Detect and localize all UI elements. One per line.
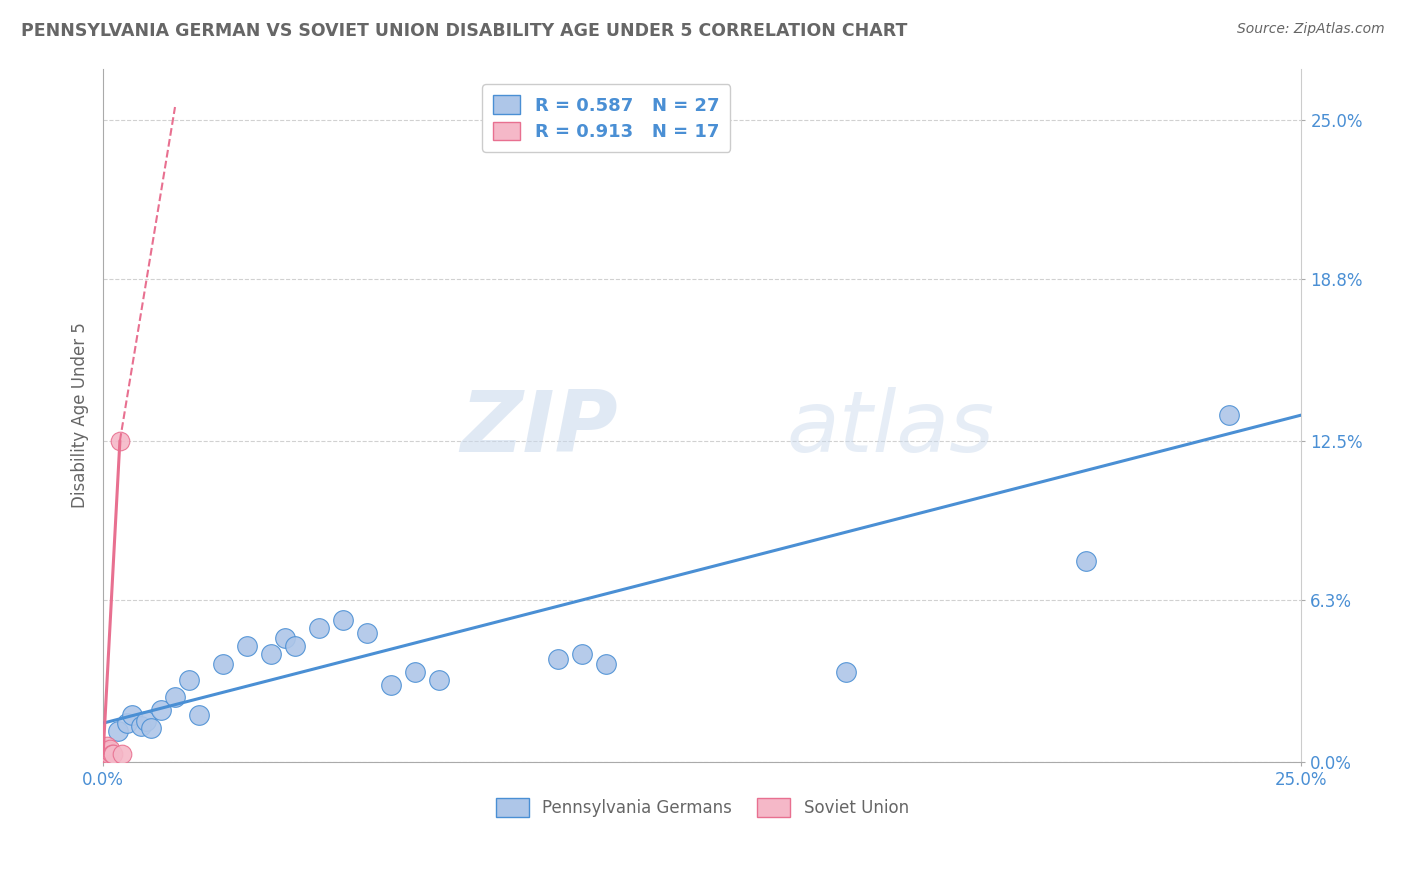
Point <box>163 690 186 705</box>
Point <box>131 719 153 733</box>
Point <box>98 741 121 756</box>
Point <box>94 744 117 758</box>
Point <box>121 708 143 723</box>
Point <box>380 678 402 692</box>
Point <box>100 747 122 761</box>
Point <box>94 747 117 761</box>
Point <box>571 647 593 661</box>
Point <box>107 723 129 738</box>
Point <box>356 626 378 640</box>
Point <box>274 632 297 646</box>
Point <box>96 744 118 758</box>
Point <box>1074 554 1097 568</box>
Text: Source: ZipAtlas.com: Source: ZipAtlas.com <box>1237 22 1385 37</box>
Text: PENNSYLVANIA GERMAN VS SOVIET UNION DISABILITY AGE UNDER 5 CORRELATION CHART: PENNSYLVANIA GERMAN VS SOVIET UNION DISA… <box>21 22 907 40</box>
Y-axis label: Disability Age Under 5: Disability Age Under 5 <box>72 322 89 508</box>
Point <box>135 714 157 728</box>
Point <box>111 747 134 761</box>
Point <box>93 744 115 758</box>
Point <box>149 703 172 717</box>
Point <box>547 652 569 666</box>
Text: ZIP: ZIP <box>461 387 619 470</box>
Point <box>94 741 117 756</box>
Point <box>284 639 307 653</box>
Point <box>260 647 283 661</box>
Point <box>96 739 118 754</box>
Point <box>97 747 120 761</box>
Point <box>212 657 235 672</box>
Point <box>308 621 330 635</box>
Point <box>97 747 120 761</box>
Point <box>188 708 211 723</box>
Text: atlas: atlas <box>786 387 994 470</box>
Point <box>96 747 118 761</box>
Point <box>404 665 426 679</box>
Point <box>236 639 259 653</box>
Point <box>427 673 450 687</box>
Point <box>97 744 120 758</box>
Point <box>101 747 124 761</box>
Point <box>139 721 162 735</box>
Point <box>93 747 115 761</box>
Point <box>332 614 354 628</box>
Point <box>108 434 131 448</box>
Point <box>115 716 138 731</box>
Point <box>179 673 201 687</box>
Point <box>595 657 617 672</box>
Legend: Pennsylvania Germans, Soviet Union: Pennsylvania Germans, Soviet Union <box>489 791 915 824</box>
Point <box>98 744 121 758</box>
Point <box>835 665 858 679</box>
Point <box>1218 408 1240 422</box>
